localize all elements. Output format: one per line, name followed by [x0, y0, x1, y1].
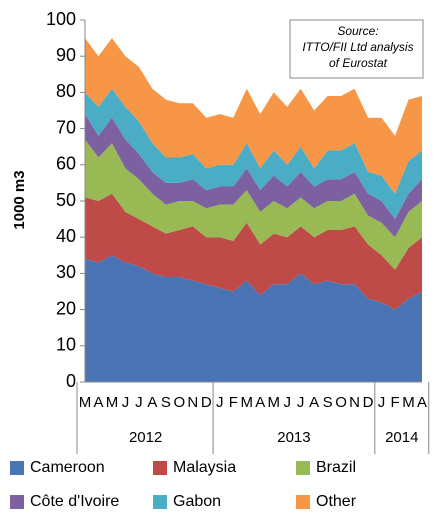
x-tick-label: M	[402, 394, 415, 411]
x-tick-label: A	[309, 394, 319, 411]
area	[85, 88, 422, 220]
x-tick-label: M	[241, 394, 254, 411]
legend-label: Côte d'Ivoire	[30, 493, 119, 510]
legend-swatch	[153, 495, 167, 509]
y-tick-label: 10	[56, 335, 76, 355]
x-tick-label: A	[255, 394, 265, 411]
x-tick-label: O	[174, 394, 186, 411]
x-tick-label: F	[390, 394, 399, 411]
y-tick-label: 30	[56, 262, 76, 282]
group-label: 2013	[277, 429, 310, 446]
x-tick-label: J	[378, 394, 386, 411]
x-tick-label: A	[417, 394, 427, 411]
group-label: 2012	[129, 429, 162, 446]
legend-label: Brazil	[316, 459, 356, 476]
y-tick-label: 40	[56, 226, 76, 246]
legend-swatch	[10, 461, 24, 475]
area	[85, 255, 422, 382]
area	[85, 193, 422, 310]
x-tick-label: F	[229, 394, 238, 411]
y-tick-label: 0	[66, 371, 76, 391]
legend-label: Other	[316, 493, 357, 510]
legend-label: Malaysia	[173, 459, 236, 476]
x-tick-label: S	[323, 394, 333, 411]
x-tick-label: N	[187, 394, 198, 411]
x-tick-label: D	[363, 394, 374, 411]
x-tick-label: D	[201, 394, 212, 411]
legend-label: Cameroon	[30, 459, 105, 476]
annotation: of Eurostat	[329, 56, 388, 70]
x-tick-label: J	[297, 394, 305, 411]
area	[85, 114, 422, 238]
legend-swatch	[153, 461, 167, 475]
legend-swatch	[10, 495, 24, 509]
y-axis-title: 1000 m3	[11, 170, 28, 229]
x-tick-label: A	[147, 394, 157, 411]
x-tick-label: O	[335, 394, 347, 411]
annotation: Source:	[337, 24, 378, 38]
y-tick-label: 80	[56, 81, 76, 101]
legend-label: Gabon	[173, 493, 221, 510]
x-tick-label: J	[283, 394, 291, 411]
x-tick-label: M	[267, 394, 280, 411]
x-tick-label: J	[122, 394, 130, 411]
x-tick-label: J	[216, 394, 224, 411]
annotation-box	[289, 19, 424, 79]
x-tick-label: A	[93, 394, 103, 411]
x-tick-label: N	[349, 394, 360, 411]
y-tick-label: 90	[56, 45, 76, 65]
group-label: 2014	[385, 429, 418, 446]
x-tick-label: M	[79, 394, 92, 411]
y-tick-label: 60	[56, 154, 76, 174]
y-tick-label: 50	[56, 190, 76, 210]
y-tick-label: 100	[46, 9, 76, 29]
area	[85, 139, 422, 270]
legend-swatch	[296, 461, 310, 475]
y-tick-label: 20	[56, 298, 76, 318]
y-tick-label: 70	[56, 117, 76, 137]
x-tick-label: J	[135, 394, 143, 411]
annotation: ITTO/FII Ltd analysis	[302, 40, 413, 54]
legend-swatch	[296, 495, 310, 509]
x-tick-label: S	[161, 394, 171, 411]
area	[85, 38, 422, 194]
x-tick-label: M	[106, 394, 119, 411]
